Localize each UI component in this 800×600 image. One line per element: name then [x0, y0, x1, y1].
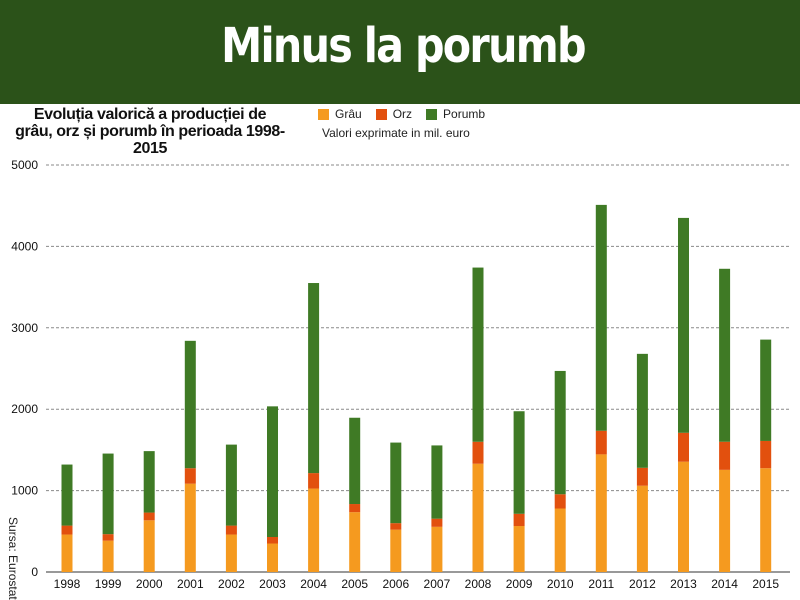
bar-grâu: [102, 540, 114, 572]
bar-porumb: [225, 444, 237, 526]
bar-orz: [184, 468, 196, 484]
legend-item-porumb: Porumb: [426, 107, 485, 121]
legend-item-grau: Grâu: [318, 107, 362, 121]
bar-orz: [143, 512, 155, 521]
bar-porumb: [61, 464, 73, 526]
bar-orz: [349, 504, 361, 513]
bar-porumb: [390, 442, 402, 524]
bar-grâu: [349, 512, 361, 572]
bar-porumb: [431, 445, 443, 519]
bar-orz: [719, 441, 731, 470]
bar-grâu: [636, 485, 648, 572]
legend-label-porumb: Porumb: [443, 107, 486, 121]
bar-orz: [225, 525, 237, 535]
bar-porumb: [349, 417, 361, 505]
x-tick-label: 2006: [382, 577, 409, 591]
legend-label-grau: Grâu: [335, 107, 362, 121]
chart-title: Evoluția valorică a producției de grâu, …: [15, 106, 285, 157]
x-tick-label: 2015: [752, 577, 779, 591]
bar-grâu: [513, 526, 525, 572]
bar-grâu: [472, 463, 484, 572]
bar-orz: [636, 467, 648, 486]
bar-orz: [513, 513, 525, 527]
bar-orz: [431, 518, 443, 527]
x-tick-label: 1999: [95, 577, 122, 591]
bar-orz: [267, 536, 278, 544]
bar-porumb: [719, 268, 731, 442]
x-tick-label: 2014: [711, 577, 738, 591]
bar-porumb: [554, 370, 566, 495]
x-tick-label: 2009: [506, 577, 533, 591]
bar-orz: [102, 534, 114, 541]
bar-grâu: [595, 454, 607, 572]
x-tick-label: 2008: [465, 577, 492, 591]
bar-orz: [390, 523, 402, 530]
legend-swatch-orz: [375, 108, 387, 120]
x-tick-label: 2012: [629, 577, 656, 591]
y-tick-label: 0: [31, 565, 38, 579]
bar-orz: [472, 441, 484, 464]
legend-label-orz: Orz: [392, 107, 413, 121]
bar-orz: [61, 525, 73, 535]
bar-porumb: [513, 411, 525, 514]
bar-orz: [760, 440, 772, 469]
bar-porumb: [267, 406, 278, 537]
bar-grâu: [554, 508, 566, 572]
bar-grâu: [431, 526, 443, 572]
x-tick-label: 2003: [259, 577, 286, 591]
bar-porumb: [184, 340, 196, 469]
x-tick-label: 2000: [136, 577, 163, 591]
bar-grâu: [267, 543, 278, 572]
bar-grâu: [308, 488, 320, 572]
bar-orz: [554, 494, 566, 509]
bar-porumb: [595, 204, 607, 431]
y-tick-label: 4000: [11, 239, 38, 253]
x-tick-label: 2010: [547, 577, 574, 591]
bar-orz: [308, 473, 320, 489]
bar-orz: [678, 432, 689, 462]
chart-subtitle: Valori exprimate in mil. euro: [322, 126, 470, 140]
bar-grâu: [678, 461, 689, 572]
bar-porumb: [308, 283, 320, 474]
x-tick-label: 2005: [341, 577, 368, 591]
bar-porumb: [678, 217, 689, 433]
x-tick-label: 1998: [54, 577, 81, 591]
x-tick-label: 2007: [424, 577, 451, 591]
bar-grâu: [390, 529, 402, 572]
bar-porumb: [472, 267, 484, 442]
bar-porumb: [636, 353, 648, 468]
x-tick-label: 2013: [670, 577, 697, 591]
x-tick-label: 2011: [588, 577, 614, 591]
y-tick-label: 1000: [11, 484, 38, 498]
bar-grâu: [184, 483, 196, 572]
bar-porumb: [760, 339, 772, 441]
legend-swatch-grau: [318, 108, 329, 120]
bar-grâu: [760, 468, 772, 572]
header-banner: Minus la porumb: [0, 0, 800, 104]
y-tick-label: 3000: [11, 321, 38, 335]
x-tick-label: 2002: [218, 577, 245, 591]
bar-grâu: [143, 520, 155, 572]
bar-porumb: [143, 451, 155, 513]
bar-grâu: [225, 534, 237, 572]
bar-orz: [595, 430, 607, 455]
y-tick-label: 5000: [11, 158, 38, 172]
banner-title: Minus la porumb: [221, 18, 586, 74]
legend-swatch-porumb: [426, 108, 438, 120]
y-tick-label: 2000: [11, 402, 38, 416]
bar-grâu: [719, 469, 731, 572]
bar-porumb: [102, 453, 114, 535]
legend-item-orz: Orz: [375, 107, 413, 121]
chart-legend: Grâu Orz Porumb: [318, 107, 485, 121]
bar-grâu: [61, 534, 73, 572]
x-tick-label: 2001: [177, 577, 204, 591]
x-tick-label: 2004: [300, 577, 327, 591]
